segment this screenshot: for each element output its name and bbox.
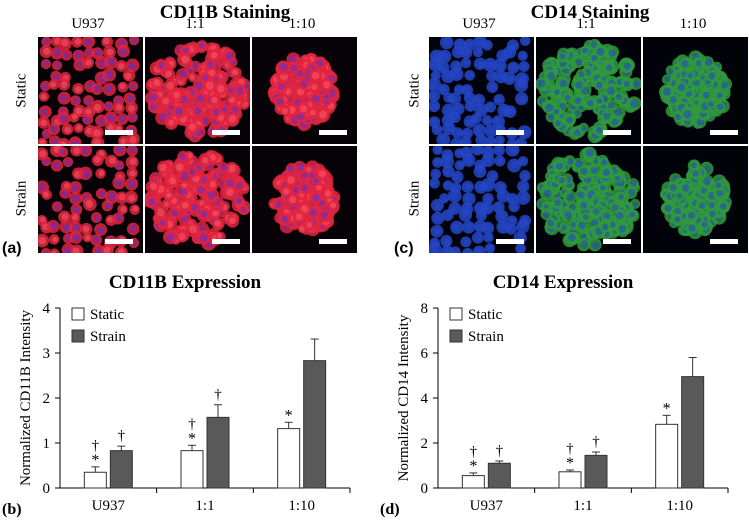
cd14-bar-strain [681, 376, 705, 489]
cd14-micrograph-strain-3 [643, 146, 748, 253]
cd11b-micrograph-static-1 [38, 37, 143, 144]
cd11b-legend-label-strain: Strain [90, 329, 126, 345]
cd11b-expression-chart: CD11B Expression Normalized CD11B Intensi… [2, 272, 351, 518]
cd11b-col-label-1-1: 1:1 [185, 16, 205, 32]
cd11b-y-tick-label: 2 [43, 391, 51, 407]
cd11b-micrograph-strain-1 [38, 146, 143, 253]
cd11b-bar-static [180, 450, 204, 489]
cd14-row-label-strain: Strain [406, 180, 423, 217]
cd11b-x-tick-label: 1:10 [288, 498, 315, 514]
scale-bar [710, 239, 738, 244]
cd14-micrograph-static-1 [429, 37, 534, 144]
cd11b-col-label-u937: U937 [71, 16, 105, 32]
cd14-y-tick-label: 4 [421, 391, 429, 407]
cd14-bar-static [558, 471, 582, 489]
cd14-x-tick-label: 1:10 [666, 498, 693, 514]
cd11b-bar-static [83, 471, 107, 489]
cd14-y-tick-label: 6 [421, 346, 429, 362]
cd14-y-tick-label: 8 [421, 301, 429, 317]
cd11b-significance-star: * [285, 407, 293, 424]
cd14-legend-swatch-static [449, 307, 463, 321]
scale-bar [603, 239, 631, 244]
cd14-significance-dagger: † [592, 434, 600, 450]
cd14-legend-label-strain: Strain [468, 329, 504, 345]
cd14-col-label-1-1: 1:1 [576, 16, 596, 32]
cd14-bar-strain [584, 454, 608, 489]
scale-bar [496, 130, 524, 135]
cd14-chart-title: CD14 Expression [493, 272, 634, 293]
scale-bar [212, 130, 240, 135]
scale-bar [603, 130, 631, 135]
cd11b-bar-static [277, 428, 301, 489]
cd14-significance-dagger: † [496, 443, 504, 459]
scale-bar [710, 130, 738, 135]
cd11b-y-tick-label: 0 [43, 481, 51, 497]
cd11b-micrograph-static-2 [145, 37, 250, 144]
cd14-bar-static [655, 423, 679, 489]
cd14-col-label-1-10: 1:10 [679, 16, 707, 32]
cd14-x-tick-label: 1:1 [573, 498, 592, 514]
cd14-expression-chart: CD14 Expression Normalized CD14 Intensity… [380, 272, 729, 518]
cd11b-row-label-static: Static [13, 73, 30, 108]
cd14-panel-label: (d) [380, 501, 400, 518]
scale-bar [319, 239, 347, 244]
cd14-micrograph-static-2 [536, 37, 641, 144]
scale-bar [212, 239, 240, 244]
cd11b-micrograph-static-3 [252, 37, 357, 144]
cd11b-chart-title: CD11B Expression [109, 272, 262, 293]
cd11b-row-label-strain: Strain [13, 180, 30, 217]
scale-bar [105, 130, 133, 135]
cd14-y-tick-label: 0 [421, 481, 429, 497]
cd14-legend-swatch-strain [449, 329, 463, 343]
cd11b-legend-swatch-static [71, 307, 85, 321]
cd14-micrograph-strain-2 [536, 146, 641, 253]
cd11b-bar-strain [109, 450, 133, 489]
scale-bar [496, 239, 524, 244]
cd14-legend-label-static: Static [468, 307, 503, 323]
panel-label-c: (c) [394, 240, 414, 257]
cd11b-bar-strain [206, 416, 230, 489]
cd11b-x-tick-label: 1:1 [195, 498, 214, 514]
cd11b-bar-strain [303, 360, 327, 489]
cd11b-legend-label-static: Static [90, 307, 125, 323]
scale-bar [319, 130, 347, 135]
cd11b-staining-title: CD11B Staining [159, 2, 291, 23]
cd14-x-tick-label: U937 [470, 498, 504, 514]
cd14-micrograph-static-3 [643, 37, 748, 144]
cd14-micrograph-strain-1 [429, 146, 534, 253]
cd14-significance-star: * [469, 458, 477, 475]
cd14-significance-star: * [663, 400, 671, 417]
cd11b-significance-dagger: † [118, 428, 126, 444]
cd11b-significance-star: * [91, 452, 99, 469]
cd11b-panel-label: (b) [2, 501, 22, 518]
cd11b-y-tick-label: 4 [43, 301, 51, 317]
cd11b-y-tick-label: 1 [43, 436, 51, 452]
cd11b-legend-swatch-strain [71, 329, 85, 343]
cd11b-y-axis-label: Normalized CD11B Intensity [18, 309, 34, 486]
cd14-col-label-u937: U937 [462, 16, 496, 32]
cd14-y-tick-label: 2 [421, 436, 429, 452]
cd14-y-axis-label: Normalized CD14 Intensity [396, 314, 412, 481]
cd11b-micrograph-strain-2 [145, 146, 250, 253]
cd14-staining-title: CD14 Staining [530, 2, 650, 23]
cd11b-significance-dagger: † [188, 416, 196, 432]
cd14-bar-strain [487, 462, 511, 489]
cd11b-significance-dagger: † [214, 387, 222, 403]
cd14-bar-static [461, 475, 485, 489]
panel-label-a: (a) [2, 240, 22, 257]
cd14-significance-dagger: † [566, 441, 574, 457]
scale-bar [105, 239, 133, 244]
cd11b-significance-dagger: † [92, 438, 100, 454]
cd14-significance-dagger: † [470, 444, 478, 460]
cd11b-significance-star: * [188, 430, 196, 447]
cd11b-micrograph-strain-3 [252, 146, 357, 253]
cd14-significance-star: * [566, 455, 574, 472]
cd11b-col-label-1-10: 1:10 [288, 16, 316, 32]
cd14-row-label-static: Static [406, 73, 423, 108]
cd11b-x-tick-label: U937 [92, 498, 126, 514]
cd11b-y-tick-label: 3 [43, 346, 51, 362]
